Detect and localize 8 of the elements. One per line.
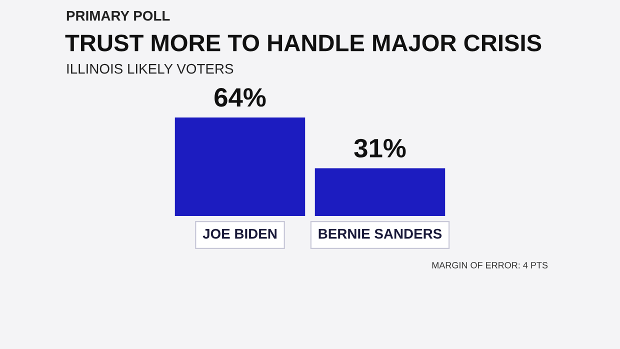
text: MARGIN OF ERROR: 4 PTS xyxy=(432,262,548,268)
chart-subtitle: ILLINOIS LIKELY VOTERS xyxy=(67,64,234,74)
x-tick-label: BERNIE SANDERS xyxy=(318,228,442,239)
chart-title: TRUST MORE TO HANDLE MAJOR CRISIS xyxy=(65,34,542,52)
text: PRIMARY POLL xyxy=(66,10,170,21)
x-tick-label: JOE BIDEN xyxy=(202,228,276,239)
data-label: 31% xyxy=(354,138,406,158)
data-label: 64% xyxy=(214,88,266,107)
